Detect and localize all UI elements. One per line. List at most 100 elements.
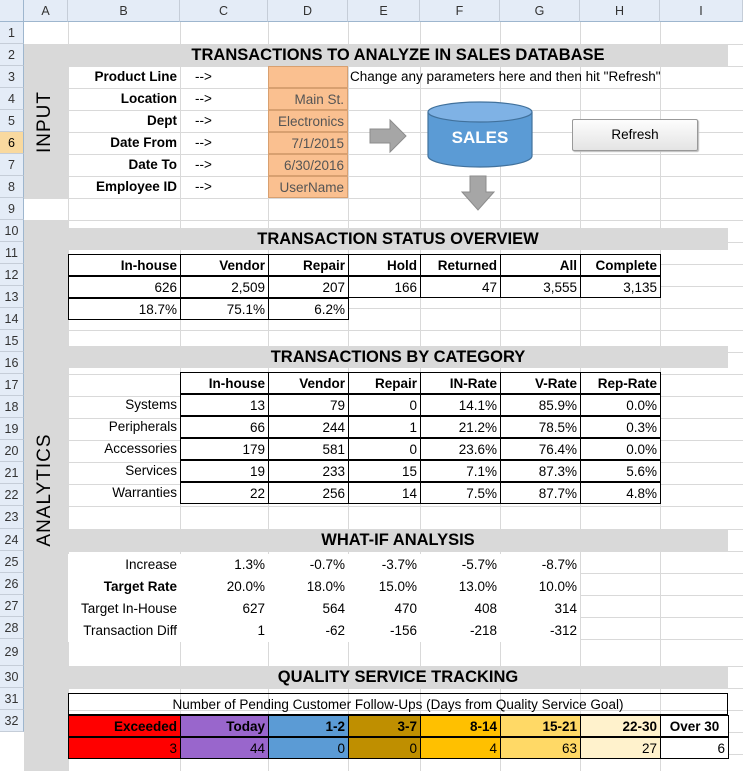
category-cell[interactable]: 1 — [348, 416, 421, 438]
whatif-cell[interactable]: 314 — [500, 598, 580, 620]
whatif-cell[interactable]: 10.0% — [500, 576, 580, 598]
quality-bucket-label[interactable]: 22-30 — [580, 715, 661, 737]
row-header[interactable]: 1 — [0, 22, 24, 44]
column-header-g[interactable]: G — [500, 0, 580, 22]
category-cell[interactable]: 23.6% — [420, 438, 501, 460]
whatif-cell[interactable]: -62 — [268, 620, 348, 642]
row-header[interactable]: 19 — [0, 418, 24, 440]
employee-id-input[interactable]: UserName — [268, 176, 348, 198]
row-header[interactable]: 24 — [0, 529, 24, 551]
status-header-vendor[interactable]: Vendor — [180, 254, 269, 276]
category-cell[interactable]: 0.0% — [580, 394, 661, 416]
category-cell[interactable]: 19 — [180, 460, 269, 482]
status-value[interactable]: 2,509 — [180, 276, 269, 298]
column-header-c[interactable]: C — [180, 0, 268, 22]
whatif-cell[interactable]: -3.7% — [348, 554, 420, 576]
row-header[interactable]: 6 — [0, 132, 24, 154]
category-header-reprate[interactable]: Rep-Rate — [580, 372, 661, 394]
category-cell[interactable]: 79 — [268, 394, 349, 416]
row-header[interactable]: 23 — [0, 506, 24, 529]
row-header[interactable]: 28 — [0, 617, 24, 639]
category-header-inrate[interactable]: IN-Rate — [420, 372, 501, 394]
row-header[interactable]: 16 — [0, 352, 24, 374]
category-cell[interactable]: 14 — [348, 482, 421, 504]
column-header-d[interactable]: D — [268, 0, 348, 22]
row-header[interactable]: 20 — [0, 440, 24, 462]
row-header[interactable]: 17 — [0, 374, 24, 396]
dept-input[interactable]: Electronics — [268, 110, 348, 132]
whatif-cell[interactable]: 1 — [180, 620, 268, 642]
quality-bucket-value[interactable]: 4 — [420, 737, 501, 759]
status-header-inhouse[interactable]: In-house — [68, 254, 181, 276]
category-cell[interactable]: 179 — [180, 438, 269, 460]
refresh-button[interactable]: Refresh — [572, 119, 698, 151]
category-cell[interactable]: 581 — [268, 438, 349, 460]
column-header-f[interactable]: F — [420, 0, 500, 22]
whatif-cell[interactable]: 627 — [180, 598, 268, 620]
status-percent[interactable]: 6.2% — [268, 298, 349, 320]
status-percent[interactable]: 18.7% — [68, 298, 181, 320]
whatif-cell[interactable]: -5.7% — [420, 554, 500, 576]
date-to-input[interactable]: 6/30/2016 — [268, 154, 348, 176]
category-cell[interactable]: 4.8% — [580, 482, 661, 504]
category-cell[interactable]: 0 — [348, 394, 421, 416]
category-cell[interactable]: 85.9% — [500, 394, 581, 416]
row-header[interactable]: 7 — [0, 154, 24, 176]
row-header[interactable]: 10 — [0, 220, 24, 242]
whatif-cell[interactable]: 564 — [268, 598, 348, 620]
category-header-vrate[interactable]: V-Rate — [500, 372, 581, 394]
status-value[interactable]: 166 — [348, 276, 421, 298]
status-header-complete[interactable]: Complete — [580, 254, 661, 276]
category-cell[interactable]: 5.6% — [580, 460, 661, 482]
quality-bucket-label[interactable]: Today — [180, 715, 269, 737]
row-header[interactable]: 30 — [0, 666, 24, 688]
column-header-i[interactable]: I — [660, 0, 743, 22]
row-header[interactable]: 29 — [0, 639, 24, 666]
status-value[interactable]: 47 — [420, 276, 501, 298]
whatif-cell[interactable]: 470 — [348, 598, 420, 620]
category-cell[interactable]: 233 — [268, 460, 349, 482]
row-header[interactable]: 4 — [0, 88, 24, 110]
category-cell[interactable]: 66 — [180, 416, 269, 438]
category-cell[interactable]: 15 — [348, 460, 421, 482]
quality-bucket-label[interactable]: Exceeded — [68, 715, 181, 737]
category-cell[interactable]: 21.2% — [420, 416, 501, 438]
status-value[interactable]: 207 — [268, 276, 349, 298]
status-header-repair[interactable]: Repair — [268, 254, 349, 276]
row-header[interactable]: 9 — [0, 198, 24, 220]
quality-bucket-label[interactable]: Over 30 — [660, 715, 729, 737]
quality-bucket-value[interactable]: 0 — [348, 737, 421, 759]
status-header-all[interactable]: All — [500, 254, 581, 276]
category-header-inhouse[interactable]: In-house — [180, 372, 269, 394]
quality-bucket-label[interactable]: 15-21 — [500, 715, 581, 737]
quality-bucket-value[interactable]: 0 — [268, 737, 349, 759]
category-cell[interactable]: 256 — [268, 482, 349, 504]
date-from-input[interactable]: 7/1/2015 — [268, 132, 348, 154]
row-header[interactable]: 8 — [0, 176, 24, 198]
category-cell[interactable]: 0.3% — [580, 416, 661, 438]
whatif-cell[interactable]: 20.0% — [180, 576, 268, 598]
product-line-input[interactable] — [268, 66, 348, 88]
quality-bucket-value[interactable]: 3 — [68, 737, 181, 759]
quality-bucket-value[interactable]: 44 — [180, 737, 269, 759]
row-header[interactable]: 21 — [0, 462, 24, 484]
row-header[interactable]: 22 — [0, 484, 24, 506]
category-cell[interactable]: 0.0% — [580, 438, 661, 460]
category-cell[interactable]: 14.1% — [420, 394, 501, 416]
column-header-a[interactable]: A — [24, 0, 68, 22]
quality-bucket-value[interactable]: 27 — [580, 737, 661, 759]
quality-bucket-label[interactable]: 1-2 — [268, 715, 349, 737]
row-header[interactable]: 2 — [0, 44, 24, 66]
category-cell[interactable]: 7.1% — [420, 460, 501, 482]
category-cell[interactable]: 76.4% — [500, 438, 581, 460]
whatif-cell[interactable]: -218 — [420, 620, 500, 642]
whatif-cell[interactable]: 1.3% — [180, 554, 268, 576]
row-header[interactable]: 18 — [0, 396, 24, 418]
row-header[interactable]: 13 — [0, 286, 24, 308]
category-cell[interactable]: 22 — [180, 482, 269, 504]
row-header[interactable]: 11 — [0, 242, 24, 264]
status-value[interactable]: 626 — [68, 276, 181, 298]
row-header[interactable]: 27 — [0, 595, 24, 617]
category-cell[interactable]: 87.7% — [500, 482, 581, 504]
status-header-returned[interactable]: Returned — [420, 254, 501, 276]
